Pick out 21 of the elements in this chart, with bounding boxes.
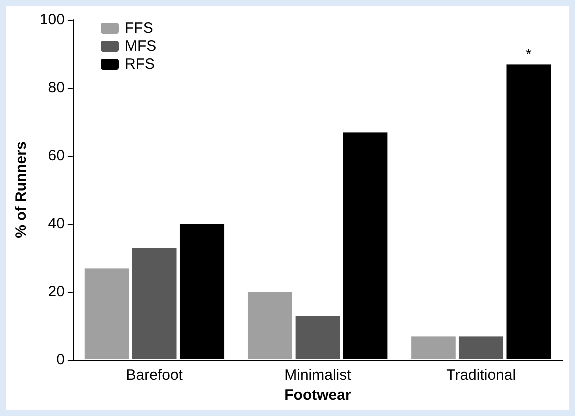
bar [295,316,341,360]
bar [132,248,178,360]
bar [458,336,504,360]
y-tick-label: 80 [48,80,65,96]
bar [411,336,456,360]
annotation: * [526,46,532,62]
bar [248,292,294,360]
x-tick-label: Barefoot [126,367,184,384]
legend-label: RFS [125,56,155,73]
x-tick-label: Minimalist [284,367,352,384]
legend-label: FFS [125,20,154,37]
x-axis-title: Footwear [284,387,352,404]
y-tick-label: 60 [48,148,65,164]
x-tick-label: Traditional [446,367,516,384]
y-tick-label: 0 [56,352,65,368]
y-axis-title: % of Runners [13,142,30,238]
bar [84,268,130,360]
y-tick-label: 100 [40,12,65,28]
legend-label: MFS [125,38,157,55]
y-tick-label: 20 [48,284,65,300]
y-tick-label: 40 [48,216,65,232]
